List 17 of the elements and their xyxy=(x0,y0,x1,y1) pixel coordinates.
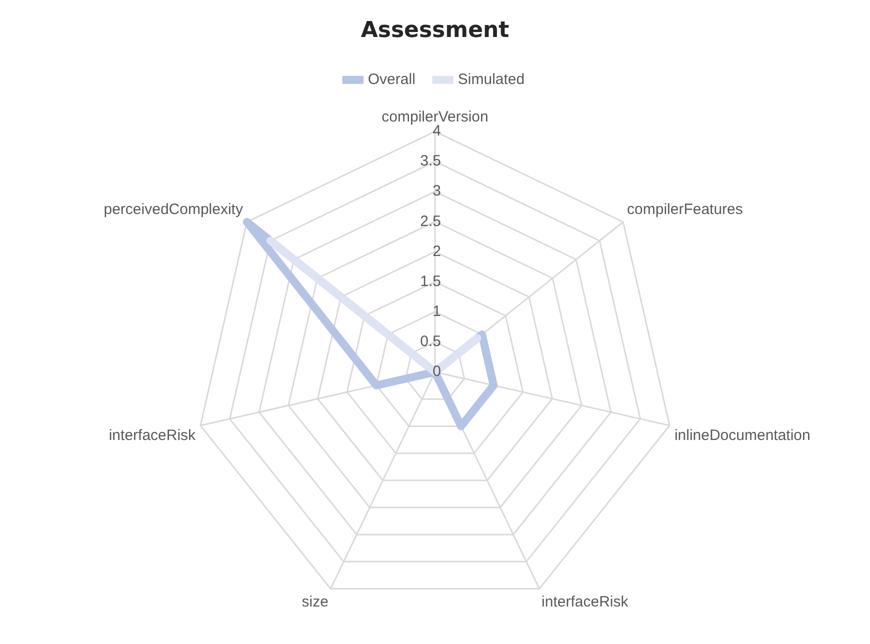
spoke-label: inlineDocumentation xyxy=(674,426,810,444)
y-tick-label: 3 xyxy=(432,182,441,200)
spoke-label: interfaceRisk xyxy=(108,426,196,444)
spoke-label: interfaceRisk xyxy=(542,593,629,610)
spoke-label: perceivedComplexity xyxy=(104,201,244,218)
y-tick-label: 0 xyxy=(432,363,441,380)
chart-title: Assessment xyxy=(360,18,510,43)
y-tick-label: 2 xyxy=(432,242,441,260)
y-tick-label: 0.5 xyxy=(420,333,441,350)
spoke-label: size xyxy=(302,593,328,610)
legend-label: Overall xyxy=(368,71,416,88)
spoke-label: compilerFeatures xyxy=(627,201,743,218)
y-tick-label: 2.5 xyxy=(420,212,441,230)
y-tick-label: 1.5 xyxy=(420,272,441,290)
legend-label: Simulated xyxy=(458,71,525,88)
y-tick-label: 1 xyxy=(432,302,441,320)
y-tick-label: 3.5 xyxy=(420,152,441,170)
